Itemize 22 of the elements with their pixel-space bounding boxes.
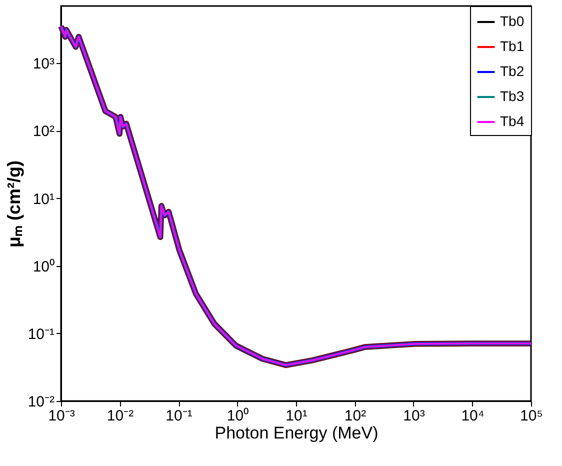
legend-label: Tb1: [500, 38, 524, 54]
x-tick-label: 10⁻³: [48, 408, 75, 424]
y-tick-label: 10⁻¹: [28, 326, 54, 343]
y-axis-title: μₘ (cm²/g): [4, 160, 24, 248]
x-tick-label: 10⁻²: [106, 408, 134, 424]
x-tick-label: 10⁰: [226, 408, 249, 424]
x-tick-label: 10¹: [286, 408, 308, 424]
legend-label: Tb3: [500, 88, 524, 104]
legend-label: Tb4: [500, 113, 524, 129]
x-tick-label: 10⁵: [520, 408, 543, 424]
y-tick-label: 10²: [32, 123, 54, 140]
x-tick-label: 10⁴: [461, 408, 484, 424]
y-tick-label: 10¹: [32, 190, 54, 208]
x-tick-label: 10⁻¹: [166, 408, 192, 424]
y-tick-label: 10⁻²: [28, 394, 54, 410]
y-tick-label: 10³: [32, 56, 54, 73]
x-tick-label: 10³: [403, 408, 425, 424]
x-axis-title: Photon Energy (MeV): [214, 424, 378, 442]
y-tick-label: 10⁰: [32, 258, 54, 276]
legend-label: Tb2: [500, 63, 524, 79]
x-tick-label: 10²: [344, 408, 366, 424]
legend-label: Tb0: [500, 13, 524, 29]
